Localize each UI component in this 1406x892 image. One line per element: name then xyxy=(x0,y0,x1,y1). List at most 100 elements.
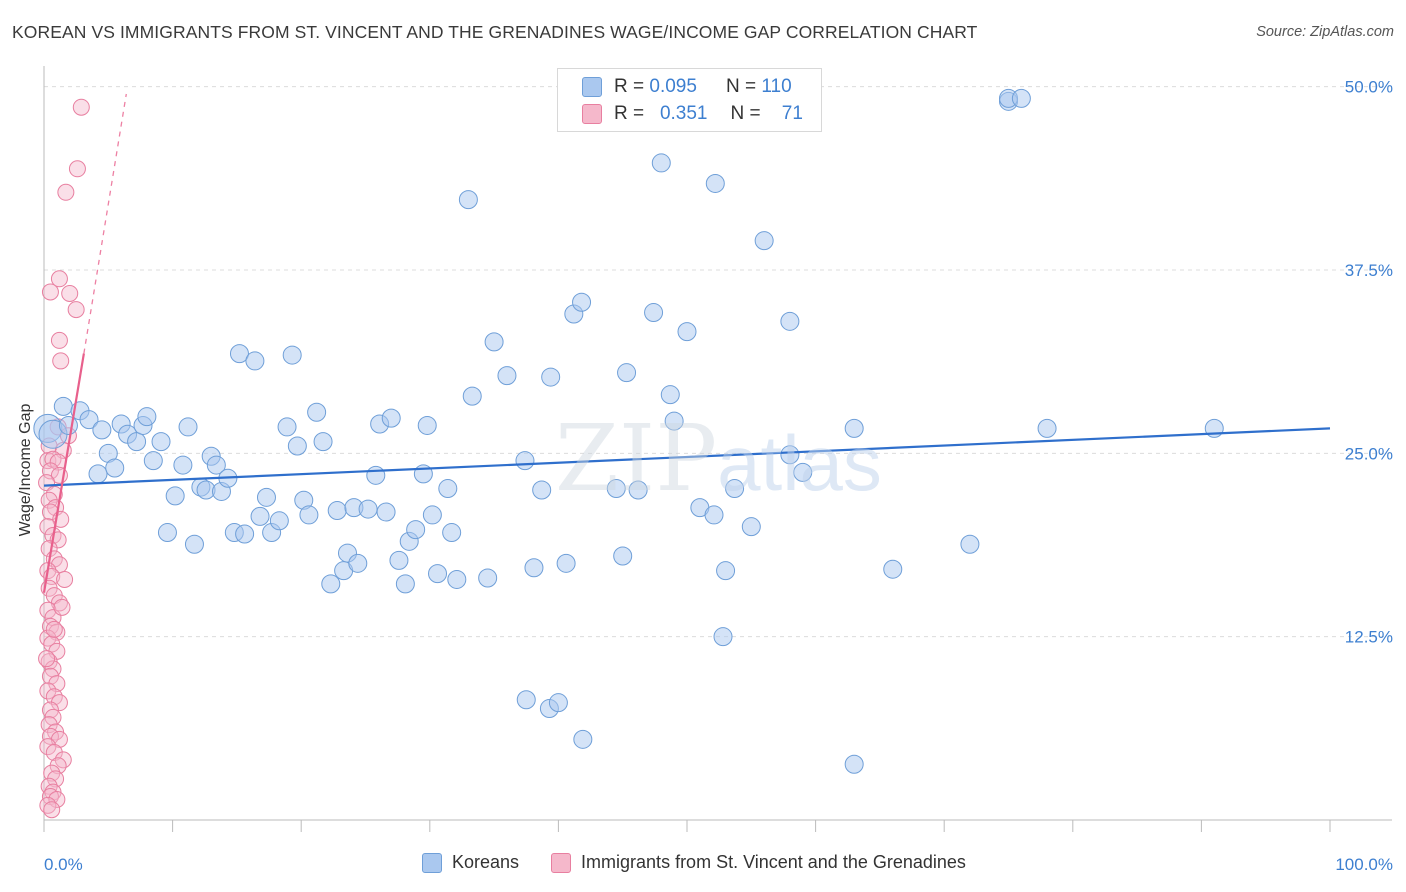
data-point-koreans xyxy=(793,462,813,482)
trend-line-koreans xyxy=(43,427,1331,487)
data-point-immigrants xyxy=(43,801,61,819)
data-point-koreans xyxy=(548,693,568,713)
data-point-koreans xyxy=(606,479,626,499)
data-point-koreans xyxy=(206,455,226,475)
data-point-koreans xyxy=(389,550,409,570)
data-point-koreans xyxy=(844,754,864,774)
data-point-koreans xyxy=(524,558,544,578)
data-point-koreans xyxy=(532,480,552,500)
data-point-immigrants xyxy=(61,284,79,302)
data-point-koreans xyxy=(307,402,327,422)
data-point-immigrants xyxy=(68,160,86,178)
data-point-koreans xyxy=(184,534,204,554)
data-point-koreans xyxy=(282,345,302,365)
watermark-atlas: atlas xyxy=(717,419,882,507)
data-point-koreans xyxy=(644,303,664,323)
data-point-koreans xyxy=(497,366,517,386)
data-point-koreans xyxy=(660,385,680,405)
data-point-immigrants xyxy=(41,283,59,301)
data-point-koreans xyxy=(628,480,648,500)
data-point-koreans xyxy=(883,559,903,579)
data-point-immigrants xyxy=(38,650,56,668)
data-point-koreans xyxy=(1037,418,1057,438)
legend-r-label: R = xyxy=(614,103,645,124)
legend-swatch-immigrants xyxy=(551,852,572,873)
legend-n-value: 110 xyxy=(761,76,792,97)
legend-r-value: 0.095 xyxy=(649,76,697,97)
legend-swatch-koreans xyxy=(422,852,442,873)
data-point-immigrants xyxy=(50,270,68,288)
y-tick-label: 37.5% xyxy=(1345,261,1393,280)
legend-n-value: 71 xyxy=(781,103,803,124)
data-point-koreans xyxy=(235,524,255,544)
data-point-koreans xyxy=(376,502,396,522)
data-point-koreans xyxy=(277,417,297,437)
data-point-koreans xyxy=(151,432,171,452)
data-point-koreans xyxy=(256,487,276,507)
data-point-koreans xyxy=(725,479,745,499)
data-point-koreans xyxy=(741,517,761,537)
data-point-koreans xyxy=(442,523,462,543)
data-point-koreans xyxy=(88,464,108,484)
data-point-koreans xyxy=(572,292,592,312)
data-point-koreans xyxy=(713,627,733,647)
x-tick-label: 0.0% xyxy=(44,855,83,874)
x-tick-label: 100.0% xyxy=(1335,855,1393,874)
legend-r-label: R = xyxy=(614,76,645,97)
watermark-zip: ZIP xyxy=(555,405,718,512)
legend-swatch-immigrants xyxy=(582,104,602,124)
data-point-koreans xyxy=(447,569,467,589)
data-point-koreans xyxy=(157,523,177,543)
data-point-koreans xyxy=(677,322,697,342)
data-point-koreans xyxy=(53,396,73,416)
data-point-koreans xyxy=(1011,88,1031,108)
data-point-koreans xyxy=(556,553,576,573)
data-point-koreans xyxy=(541,367,561,387)
legend-label-immigrants: Immigrants from St. Vincent and the Gren… xyxy=(581,852,966,872)
y-tick-label: 25.0% xyxy=(1345,444,1393,463)
data-point-koreans xyxy=(321,574,341,594)
data-point-koreans xyxy=(299,505,319,525)
data-point-koreans xyxy=(780,311,800,331)
data-point-immigrants xyxy=(41,727,59,745)
y-tick-label: 50.0% xyxy=(1345,78,1393,97)
data-point-koreans xyxy=(705,173,725,193)
data-point-koreans xyxy=(287,436,307,456)
data-point-immigrants xyxy=(56,570,74,588)
data-point-koreans xyxy=(780,445,800,465)
data-point-koreans xyxy=(478,568,498,588)
legend-swatch-koreans xyxy=(582,77,602,97)
data-point-koreans xyxy=(178,417,198,437)
data-point-koreans xyxy=(573,729,593,749)
data-point-koreans xyxy=(358,499,378,519)
legend-row-immigrants: R = 0.351 N = 71 xyxy=(582,102,803,126)
data-point-koreans xyxy=(613,546,633,566)
data-point-immigrants xyxy=(53,598,71,616)
data-point-immigrants xyxy=(47,770,65,788)
data-point-koreans xyxy=(417,415,437,435)
data-point-koreans xyxy=(105,458,125,478)
data-point-koreans xyxy=(165,486,185,506)
data-point-koreans xyxy=(458,190,478,210)
data-point-koreans xyxy=(58,415,78,435)
data-point-koreans xyxy=(173,455,193,475)
legend-item-koreans: Koreans xyxy=(422,852,519,873)
data-point-koreans xyxy=(143,451,163,471)
data-point-immigrants xyxy=(45,620,63,638)
data-point-koreans xyxy=(327,501,347,521)
data-point-koreans xyxy=(250,506,270,526)
data-point-immigrants xyxy=(49,757,67,775)
chart-source: Source: ZipAtlas.com xyxy=(1256,24,1394,40)
data-point-koreans xyxy=(651,153,671,173)
data-point-koreans xyxy=(704,505,724,525)
data-point-koreans xyxy=(269,511,289,531)
chart-title: KOREAN VS IMMIGRANTS FROM ST. VINCENT AN… xyxy=(12,22,978,42)
data-point-koreans xyxy=(245,351,265,371)
data-point-koreans xyxy=(348,553,368,573)
data-point-koreans xyxy=(484,332,504,352)
data-point-koreans xyxy=(664,411,684,431)
data-point-koreans xyxy=(754,231,774,251)
data-point-immigrants xyxy=(48,790,66,808)
y-tick-label: 12.5% xyxy=(1345,628,1393,647)
